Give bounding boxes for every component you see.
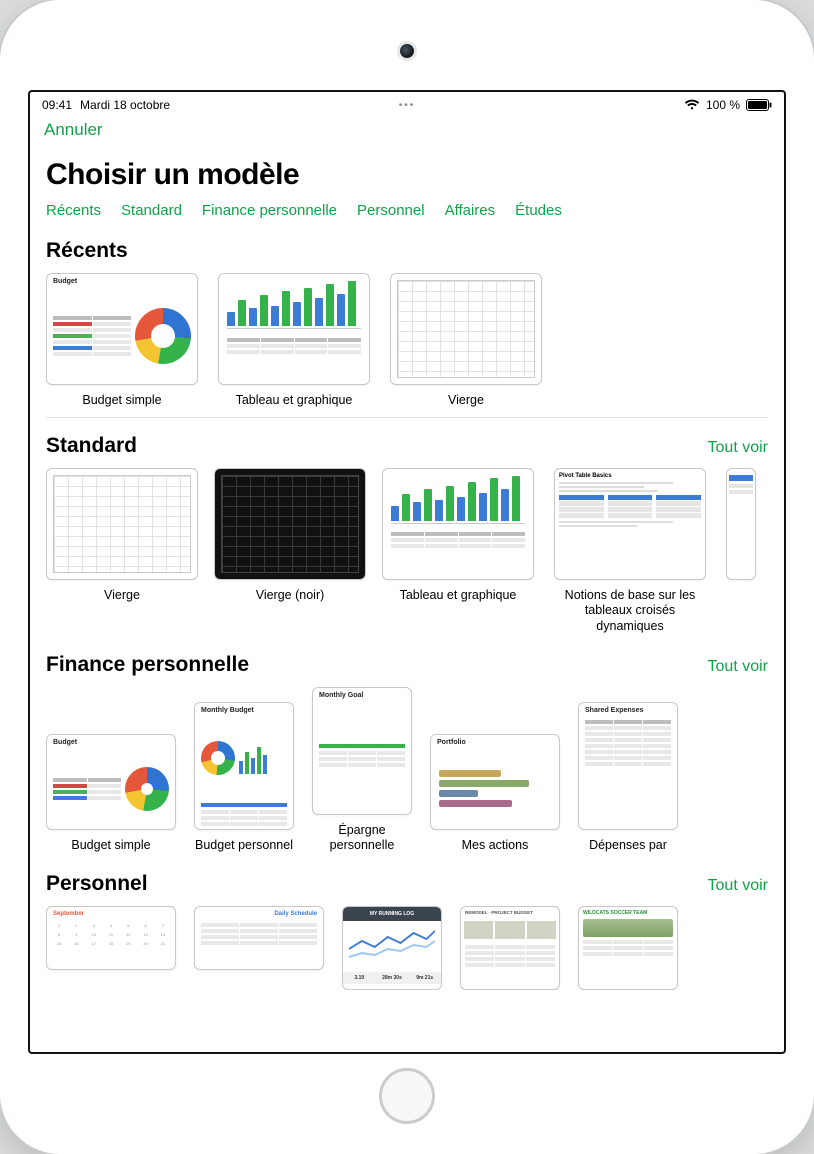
template-chart-table-std[interactable]: Tableau et graphique xyxy=(382,468,534,635)
wifi-icon xyxy=(684,99,700,111)
template-blank-std[interactable]: Vierge xyxy=(46,468,198,635)
template-label: Budget simple xyxy=(82,393,161,409)
template-pivot[interactable]: Pivot Table Basics Notions de base xyxy=(550,468,710,635)
see-all-standard[interactable]: Tout voir xyxy=(708,439,768,457)
template-label: Épargne personnelle xyxy=(312,823,412,854)
cancel-button[interactable]: Annuler xyxy=(44,120,103,140)
status-date: Mardi 18 octobre xyxy=(80,98,170,112)
template-running-log[interactable]: MY RUNNING LOG 3.19 28m 30s 9m 21s xyxy=(342,906,442,990)
section-title-standard: Standard xyxy=(46,434,137,458)
thumb-title: Monthly Budget xyxy=(195,703,293,716)
nav-row: Annuler xyxy=(30,114,784,150)
template-monthly-budget[interactable]: Monthly Budget xyxy=(194,702,294,854)
template-label: Vierge xyxy=(104,588,140,604)
template-remodel[interactable]: REMODEL · PROJECT BUDGET xyxy=(460,906,560,990)
template-shared-expenses[interactable]: Shared Expenses xyxy=(578,702,678,854)
status-bar: 09:41 Mardi 18 octobre ••• 100 % xyxy=(30,92,784,114)
front-camera xyxy=(400,44,414,58)
template-label: Tableau et graphique xyxy=(236,393,353,409)
status-right: 100 % xyxy=(421,98,772,112)
template-blank-dark[interactable]: Vierge (noir) xyxy=(214,468,366,635)
stat-1: 3.19 xyxy=(343,972,376,984)
template-calendar[interactable]: September 1234567 891011121314 151617181… xyxy=(46,906,176,970)
thumb-title: REMODEL · PROJECT BUDGET xyxy=(461,907,559,918)
template-portfolio[interactable]: Portfolio Mes actions xyxy=(430,734,560,854)
template-peek-1[interactable] xyxy=(726,468,756,635)
battery-pct-label: 100 % xyxy=(706,98,740,112)
thumb-title: Pivot Table Basics xyxy=(559,473,701,479)
multitask-dots-icon[interactable]: ••• xyxy=(399,100,416,111)
page-title: Choisir un modèle xyxy=(30,150,784,202)
section-personnel: Personnel Tout voir September 1234567 89… xyxy=(30,864,784,994)
tab-finance[interactable]: Finance personnelle xyxy=(202,202,337,219)
template-label: Tableau et graphique xyxy=(400,588,517,604)
template-label: Dépenses par xyxy=(589,838,667,854)
thumb-title: Shared Expenses xyxy=(579,703,677,716)
tab-etudes[interactable]: Études xyxy=(515,202,562,219)
recents-row: Budget xyxy=(46,273,768,409)
thumb-title: Daily Schedule xyxy=(195,907,323,921)
standard-row[interactable]: Vierge Vierge (noir) xyxy=(46,468,768,635)
thumb-month: September xyxy=(53,911,84,917)
template-budget-simple-2[interactable]: Budget Budget simp xyxy=(46,734,176,854)
donut-chart-icon xyxy=(135,308,191,364)
template-scroll-area[interactable]: Récents Budget xyxy=(30,231,784,1052)
stat-3: 9m 21s xyxy=(408,972,441,984)
status-time: 09:41 xyxy=(42,98,72,112)
section-finance: Finance personnelle Tout voir Budget xyxy=(30,645,784,858)
template-budget-simple[interactable]: Budget xyxy=(46,273,198,409)
grid-icon xyxy=(397,280,535,378)
section-standard: Standard Tout voir Vierge Vierge (noir) xyxy=(30,426,784,639)
bar-chart-icon xyxy=(219,274,369,328)
template-label: Notions de base sur les tableaux croisés… xyxy=(550,588,710,635)
template-daily-schedule[interactable]: Daily Schedule xyxy=(194,906,324,970)
tab-recents[interactable]: Récents xyxy=(46,202,101,219)
tab-affaires[interactable]: Affaires xyxy=(445,202,496,219)
tab-standard[interactable]: Standard xyxy=(121,202,182,219)
template-label: Budget personnel xyxy=(195,838,293,854)
template-soccer[interactable]: WILDCATS SOCCER TEAM xyxy=(578,906,678,990)
template-label: Mes actions xyxy=(462,838,529,854)
stat-2: 28m 30s xyxy=(376,972,409,984)
section-title-finance: Finance personnelle xyxy=(46,653,249,677)
personnel-row[interactable]: September 1234567 891011121314 151617181… xyxy=(46,906,768,990)
template-chart-table[interactable]: Tableau et graphique xyxy=(218,273,370,409)
thumb-title: Monthly Goal xyxy=(313,688,411,701)
ipad-device-frame: 09:41 Mardi 18 octobre ••• 100 % Annuler… xyxy=(0,0,814,1154)
thumb-title: Budget xyxy=(47,274,197,287)
tab-personnel[interactable]: Personnel xyxy=(357,202,425,219)
thumb-title: MY RUNNING LOG xyxy=(343,907,441,921)
screen: 09:41 Mardi 18 octobre ••• 100 % Annuler… xyxy=(28,90,786,1054)
category-tabs: Récents Standard Finance personnelle Per… xyxy=(30,202,784,231)
section-title-personnel: Personnel xyxy=(46,872,148,896)
status-left: 09:41 Mardi 18 octobre xyxy=(42,98,393,112)
template-label: Vierge xyxy=(448,393,484,409)
section-recents: Récents Budget xyxy=(30,231,784,413)
template-monthly-goal[interactable]: Monthly Goal xyxy=(312,687,412,854)
thumb-title: Portfolio xyxy=(431,735,559,748)
template-blank[interactable]: Vierge xyxy=(390,273,542,409)
template-label: Vierge (noir) xyxy=(256,588,325,604)
finance-row[interactable]: Budget Budget simp xyxy=(46,687,768,854)
section-title-recents: Récents xyxy=(46,239,128,263)
template-label: Budget simple xyxy=(71,838,150,854)
see-all-finance[interactable]: Tout voir xyxy=(708,658,768,676)
see-all-personnel[interactable]: Tout voir xyxy=(708,877,768,895)
section-divider xyxy=(46,417,768,418)
battery-icon xyxy=(746,99,772,111)
thumb-title: Budget xyxy=(47,735,175,748)
home-button[interactable] xyxy=(379,1068,435,1124)
thumb-title: WILDCATS SOCCER TEAM xyxy=(579,907,677,919)
